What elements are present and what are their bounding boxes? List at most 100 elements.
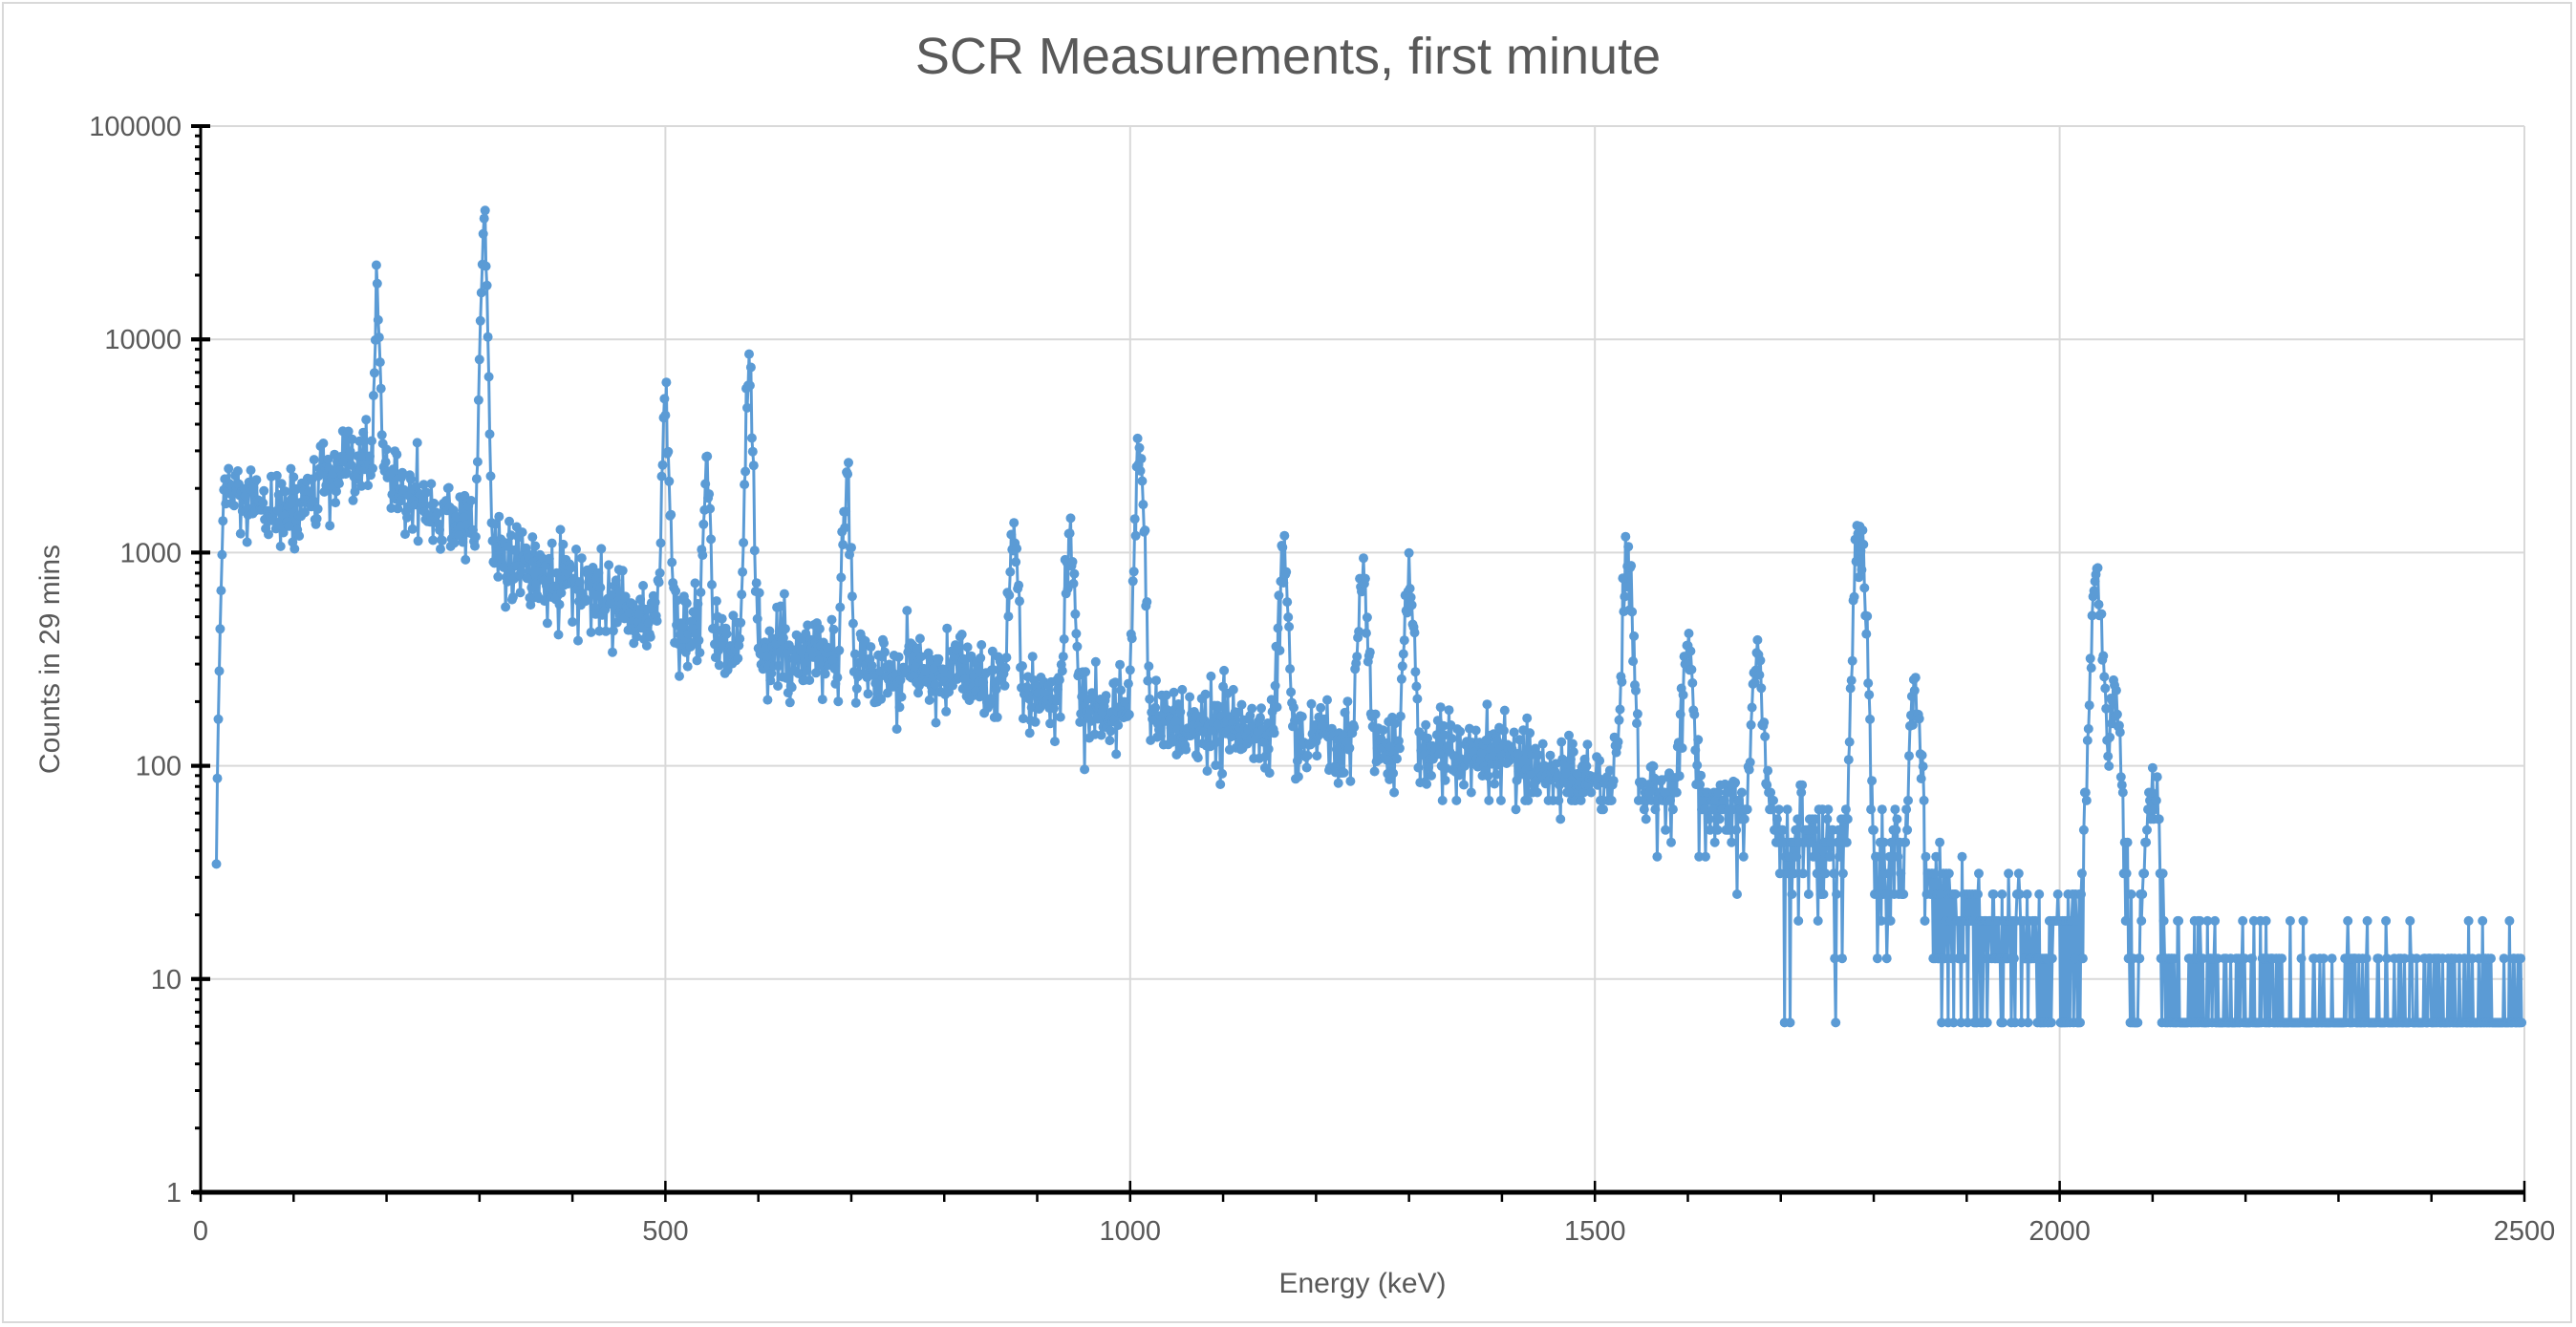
data-point — [271, 470, 282, 481]
data-point — [744, 349, 754, 359]
data-point — [1789, 868, 1799, 879]
data-point — [1247, 703, 1257, 714]
data-point — [1398, 649, 1408, 659]
data-point — [542, 618, 552, 629]
data-point — [2008, 953, 2019, 964]
data-point — [558, 539, 569, 549]
data-point — [1750, 677, 1760, 688]
data-point — [2077, 953, 2088, 964]
data-point — [2093, 599, 2104, 610]
data-point — [1236, 699, 1247, 710]
data-point — [1049, 703, 1059, 714]
data-point — [1001, 653, 1012, 663]
data-point — [902, 606, 912, 616]
data-point — [371, 260, 381, 270]
data-point — [407, 524, 418, 534]
data-point — [1175, 707, 1186, 717]
data-point — [480, 205, 490, 216]
data-point — [1892, 814, 1902, 824]
data-point — [698, 519, 709, 529]
data-point — [380, 457, 391, 467]
data-point — [2318, 953, 2329, 964]
data-point — [1713, 787, 1724, 798]
data-point — [2141, 837, 2152, 847]
data-point — [2285, 915, 2295, 926]
data-point — [814, 624, 825, 634]
data-point — [475, 315, 485, 326]
data-point — [272, 505, 283, 515]
data-point — [893, 652, 904, 662]
data-point — [656, 471, 667, 482]
data-point — [280, 486, 290, 497]
data-point — [1621, 582, 1632, 592]
data-point — [471, 474, 482, 484]
data-point — [1747, 702, 1757, 713]
data-point — [2405, 915, 2415, 926]
data-point — [1493, 760, 1503, 770]
data-point — [2023, 1017, 2033, 1028]
data-point — [1081, 667, 1091, 677]
data-point — [836, 572, 847, 583]
data-point — [1628, 656, 1639, 667]
data-point — [1648, 761, 1659, 772]
data-point — [251, 475, 262, 485]
data-point — [1847, 655, 1857, 666]
data-point — [1901, 804, 1912, 815]
data-point — [284, 521, 294, 531]
y-tick-label: 1 — [166, 1178, 182, 1209]
data-point — [2381, 915, 2392, 926]
data-point — [580, 596, 590, 607]
data-point — [1145, 694, 1155, 704]
data-point — [259, 485, 269, 496]
data-point — [290, 544, 300, 554]
data-point — [654, 577, 664, 588]
data-point — [780, 624, 790, 634]
data-point — [1177, 684, 1188, 695]
data-point — [1270, 680, 1280, 691]
data-point — [555, 524, 566, 535]
data-point — [1483, 771, 1493, 781]
data-point — [1281, 567, 1292, 577]
data-point — [1835, 824, 1845, 835]
data-point — [608, 647, 617, 657]
data-point — [1982, 1017, 1992, 1028]
data-point — [470, 541, 480, 551]
data-point — [956, 630, 967, 639]
data-point — [566, 563, 576, 573]
data-point — [1632, 718, 1642, 729]
data-point — [751, 578, 762, 589]
data-point — [1709, 837, 1720, 847]
data-point — [1881, 953, 1892, 964]
data-point — [1233, 707, 1243, 717]
data-point — [2373, 953, 2384, 964]
data-point — [1273, 623, 1283, 633]
data-point — [571, 545, 581, 554]
data-point — [1052, 684, 1063, 695]
data-point — [2210, 915, 2221, 926]
data-point — [421, 487, 432, 498]
data-point — [1262, 718, 1273, 728]
data-point — [1865, 714, 1876, 724]
data-point — [311, 513, 322, 524]
data-point — [363, 481, 374, 491]
data-point — [1973, 889, 1983, 899]
data-point — [1878, 837, 1889, 847]
data-point — [1582, 739, 1593, 750]
data-point — [2013, 868, 2024, 879]
data-point — [1092, 714, 1103, 724]
data-point — [832, 673, 843, 683]
data-point — [1931, 851, 1942, 862]
data-point — [1950, 889, 1961, 899]
data-point — [914, 633, 925, 644]
data-point — [2086, 663, 2096, 674]
data-point — [913, 688, 923, 698]
data-point — [393, 503, 403, 514]
data-point — [1470, 725, 1481, 736]
data-point — [811, 668, 821, 678]
data-point — [1413, 762, 1424, 773]
data-point — [1650, 804, 1661, 815]
data-point — [822, 642, 832, 653]
data-point — [472, 457, 483, 467]
data-point — [1777, 824, 1788, 835]
